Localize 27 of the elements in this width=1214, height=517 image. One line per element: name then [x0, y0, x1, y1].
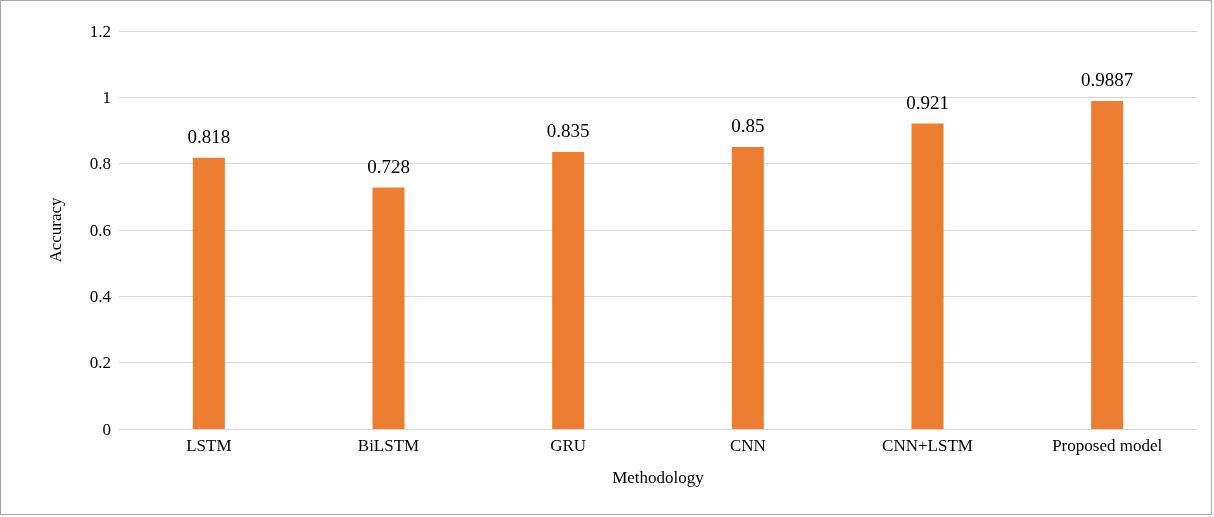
data-label: 0.9887: [1081, 69, 1134, 91]
bar: [372, 187, 405, 429]
x-tick-label: Proposed model: [1052, 436, 1163, 455]
x-tick-label: BiLSTM: [357, 436, 420, 455]
bar: [192, 157, 225, 429]
x-tick-label: CNN+LSTM: [882, 436, 973, 455]
data-label: 0.728: [367, 155, 410, 177]
x-tick-label: CNN: [729, 436, 766, 455]
y-tick-label: 1.2: [89, 21, 111, 41]
data-label: 0.85: [731, 115, 765, 137]
x-tick-label: GRU: [550, 436, 587, 455]
y-tick-label: 0.4: [89, 286, 112, 306]
bar: [731, 147, 764, 429]
y-tick-label: 0.6: [89, 220, 111, 240]
y-tick-label: 1: [102, 87, 111, 107]
data-label: 0.818: [187, 125, 231, 147]
bar: [911, 123, 944, 429]
bar: [1091, 101, 1124, 429]
y-axis-title: Accuracy: [46, 196, 65, 263]
x-axis-title: Methodology: [612, 468, 705, 487]
data-label: 0.835: [546, 120, 590, 142]
bar: [552, 152, 585, 429]
y-tick-label: 0.2: [89, 353, 111, 373]
data-label: 0.921: [906, 91, 949, 113]
y-tick-label: 0.8: [89, 154, 111, 174]
y-tick-label: 0: [102, 419, 111, 439]
x-tick-label: LSTM: [186, 436, 232, 455]
